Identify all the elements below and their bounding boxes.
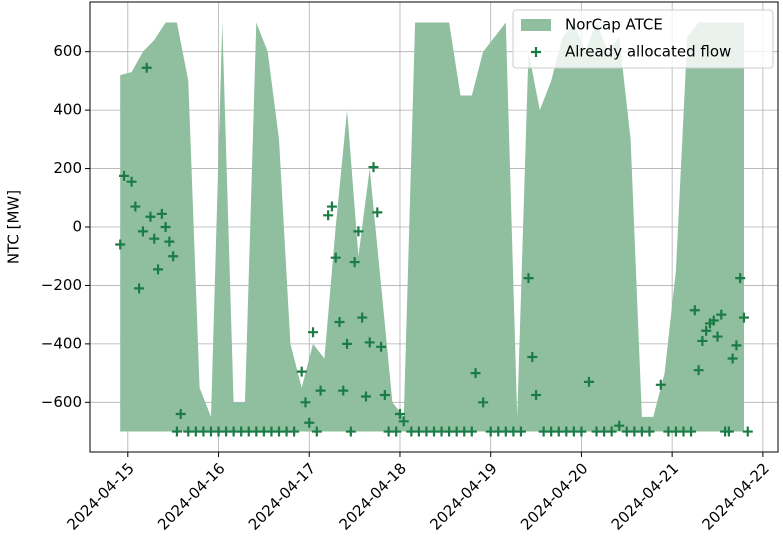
marker xyxy=(576,426,587,437)
marker xyxy=(523,273,534,284)
marker xyxy=(137,226,148,237)
marker xyxy=(296,366,307,377)
marker xyxy=(716,309,727,320)
marker xyxy=(126,176,137,187)
marker xyxy=(478,397,489,408)
marker xyxy=(300,397,311,408)
marker xyxy=(689,305,700,316)
marker xyxy=(149,233,160,244)
marker xyxy=(334,316,345,327)
marker xyxy=(345,426,356,437)
marker xyxy=(738,312,749,323)
marker xyxy=(391,426,402,437)
x-tick-label: 2024-04-19 xyxy=(426,459,500,533)
legend-label: Already allocated flow xyxy=(565,43,731,61)
legend-marker xyxy=(531,47,541,57)
marker xyxy=(342,338,353,349)
marker xyxy=(723,426,734,437)
y-tick-label: −400 xyxy=(41,334,82,352)
marker xyxy=(304,417,315,428)
marker xyxy=(470,368,481,379)
marker xyxy=(160,222,171,232)
marker xyxy=(531,390,542,401)
marker xyxy=(164,236,175,247)
marker xyxy=(727,353,738,364)
marker xyxy=(357,312,368,323)
marker xyxy=(153,264,164,275)
marker xyxy=(368,162,379,173)
marker xyxy=(130,201,141,212)
marker xyxy=(168,251,179,262)
marker xyxy=(315,385,326,396)
marker xyxy=(308,327,319,338)
area xyxy=(120,22,744,432)
marker xyxy=(364,337,375,348)
marker xyxy=(606,426,617,437)
marker xyxy=(175,409,186,420)
marker xyxy=(379,390,390,401)
marker xyxy=(686,426,697,437)
marker xyxy=(141,62,152,73)
marker xyxy=(394,409,405,420)
y-tick-label: 400 xyxy=(53,101,82,119)
legend-box xyxy=(512,9,774,69)
marker xyxy=(353,226,364,237)
marker xyxy=(697,335,708,346)
x-tick-label: 2024-04-15 xyxy=(63,459,137,533)
legend-swatch xyxy=(521,19,551,31)
marker xyxy=(330,252,341,263)
y-tick-label: −600 xyxy=(41,393,82,411)
x-tick-label: 2024-04-20 xyxy=(517,459,591,533)
y-tick-label: 200 xyxy=(53,159,82,177)
marker xyxy=(115,239,126,250)
marker xyxy=(360,391,371,402)
marker xyxy=(693,365,704,376)
marker xyxy=(701,325,712,336)
marker xyxy=(119,170,130,181)
marker xyxy=(311,426,322,437)
marker xyxy=(145,211,156,222)
marker xyxy=(742,426,753,437)
marker xyxy=(614,420,625,431)
marker xyxy=(338,385,349,396)
y-tick-label: −200 xyxy=(41,276,82,294)
y-axis-label: NTC [MW] xyxy=(5,190,23,264)
marker xyxy=(735,273,746,284)
x-tick-label: 2024-04-22 xyxy=(699,459,773,533)
y-tick-label: 600 xyxy=(53,42,82,60)
marker xyxy=(466,426,477,437)
marker xyxy=(644,426,655,437)
marker xyxy=(289,426,300,437)
marker xyxy=(515,426,526,437)
marker xyxy=(349,257,360,268)
marker xyxy=(323,210,334,221)
marker xyxy=(156,208,167,219)
marker xyxy=(708,315,719,326)
marker xyxy=(171,426,182,437)
x-tick-label: 2024-04-17 xyxy=(245,459,319,533)
x-tick-label: 2024-04-21 xyxy=(608,459,682,533)
marker xyxy=(376,341,387,352)
marker xyxy=(731,340,742,351)
marker xyxy=(655,379,666,390)
marker xyxy=(134,283,145,294)
x-tick-label: 2024-04-18 xyxy=(336,459,410,533)
marker xyxy=(326,201,337,212)
x-tick-label: 2024-04-16 xyxy=(154,459,228,533)
legend-label: NorCap ATCE xyxy=(565,16,663,34)
y-tick-label: 0 xyxy=(72,218,82,236)
marker xyxy=(527,352,538,363)
marker xyxy=(712,331,723,342)
marker xyxy=(583,376,594,387)
marker xyxy=(372,207,383,218)
marker xyxy=(398,416,409,427)
